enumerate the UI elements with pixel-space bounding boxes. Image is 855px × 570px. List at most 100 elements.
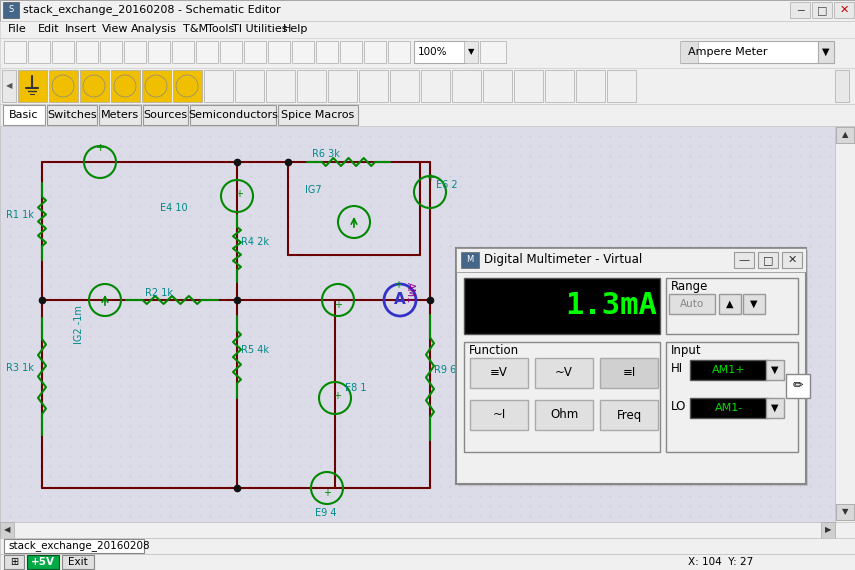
Text: Freq: Freq <box>616 409 641 421</box>
Text: ─: ─ <box>797 5 804 15</box>
Bar <box>340 41 362 63</box>
Circle shape <box>83 75 105 97</box>
Text: Help: Help <box>283 24 309 34</box>
Bar <box>0 522 14 538</box>
Text: +: + <box>394 280 402 290</box>
Text: —: — <box>739 255 750 265</box>
Bar <box>0 38 855 68</box>
Bar <box>4 555 24 569</box>
Bar <box>266 70 295 102</box>
Bar <box>682 41 820 63</box>
Text: +: + <box>333 391 341 401</box>
Bar <box>818 41 834 63</box>
Text: +: + <box>235 189 243 199</box>
Text: Meters: Meters <box>101 110 139 120</box>
Bar <box>235 70 264 102</box>
Bar <box>690 360 768 380</box>
Bar <box>316 41 338 63</box>
Bar <box>0 21 855 38</box>
Bar <box>100 41 122 63</box>
Bar <box>458 250 808 486</box>
Bar <box>124 41 146 63</box>
Text: Tools: Tools <box>207 24 234 34</box>
Text: M: M <box>466 255 474 264</box>
Bar <box>292 41 314 63</box>
Text: □: □ <box>817 5 828 15</box>
Bar <box>782 252 802 268</box>
Bar <box>821 522 835 538</box>
Bar <box>49 70 78 102</box>
Bar <box>0 554 855 570</box>
Bar <box>690 398 768 418</box>
Text: Digital Multimeter - Virtual: Digital Multimeter - Virtual <box>484 254 642 267</box>
Text: ⊞: ⊞ <box>10 557 18 567</box>
Bar <box>244 41 266 63</box>
Text: Switches: Switches <box>47 110 97 120</box>
Bar <box>142 70 171 102</box>
Bar <box>4 539 144 553</box>
Bar <box>4 41 26 63</box>
Bar <box>535 400 593 430</box>
Bar <box>297 70 326 102</box>
Text: ▼: ▼ <box>468 47 475 56</box>
Text: ◀: ◀ <box>6 82 12 91</box>
Text: R3 1k: R3 1k <box>6 363 34 373</box>
Text: Basic: Basic <box>9 110 38 120</box>
Text: E8 1: E8 1 <box>345 383 367 393</box>
Bar <box>470 400 528 430</box>
Bar <box>483 70 512 102</box>
Bar <box>62 555 94 569</box>
Circle shape <box>145 75 167 97</box>
Bar <box>0 126 835 522</box>
Text: stack_exchange_20160208: stack_exchange_20160208 <box>8 540 150 551</box>
Bar <box>328 70 357 102</box>
Bar <box>680 41 698 63</box>
Text: Auto: Auto <box>680 299 705 309</box>
Bar <box>47 105 97 125</box>
Bar <box>278 105 358 125</box>
Circle shape <box>52 75 74 97</box>
Bar <box>464 41 478 63</box>
Bar <box>545 70 574 102</box>
Bar <box>743 294 765 314</box>
Bar <box>835 70 849 102</box>
Text: Ampere Meter: Ampere Meter <box>688 47 768 57</box>
Bar <box>514 70 543 102</box>
Bar <box>196 41 218 63</box>
Bar <box>3 2 19 18</box>
Bar <box>734 252 754 268</box>
Bar <box>464 278 660 334</box>
Text: 1.3mA: 1.3mA <box>565 291 657 320</box>
Bar <box>834 2 854 18</box>
Bar <box>52 41 74 63</box>
Bar <box>766 360 784 380</box>
Text: R9 6k: R9 6k <box>434 365 462 375</box>
Text: Input: Input <box>671 344 702 357</box>
Bar <box>27 555 59 569</box>
Text: R5 4k: R5 4k <box>241 345 269 355</box>
Text: ✕: ✕ <box>787 255 797 265</box>
Text: +5V: +5V <box>31 557 55 567</box>
Text: IG7: IG7 <box>305 185 321 195</box>
Bar <box>0 68 855 104</box>
Text: Range: Range <box>671 280 709 293</box>
Text: Function: Function <box>469 344 519 357</box>
Text: E6 2: E6 2 <box>436 180 457 190</box>
Bar <box>0 522 835 538</box>
Circle shape <box>176 75 198 97</box>
Text: AM1-: AM1- <box>715 403 743 413</box>
Bar <box>480 41 506 63</box>
Text: Edit: Edit <box>38 24 60 34</box>
Text: +: + <box>334 300 342 310</box>
Bar <box>836 504 854 520</box>
Bar <box>456 248 806 484</box>
Bar <box>204 70 233 102</box>
Text: +: + <box>95 143 104 153</box>
Text: Analysis: Analysis <box>131 24 177 34</box>
Bar <box>364 41 386 63</box>
Text: A: A <box>394 292 406 307</box>
Text: Ohm: Ohm <box>550 409 578 421</box>
Text: Spice Macros: Spice Macros <box>281 110 355 120</box>
Text: ~I: ~I <box>492 409 505 421</box>
Bar <box>220 41 242 63</box>
